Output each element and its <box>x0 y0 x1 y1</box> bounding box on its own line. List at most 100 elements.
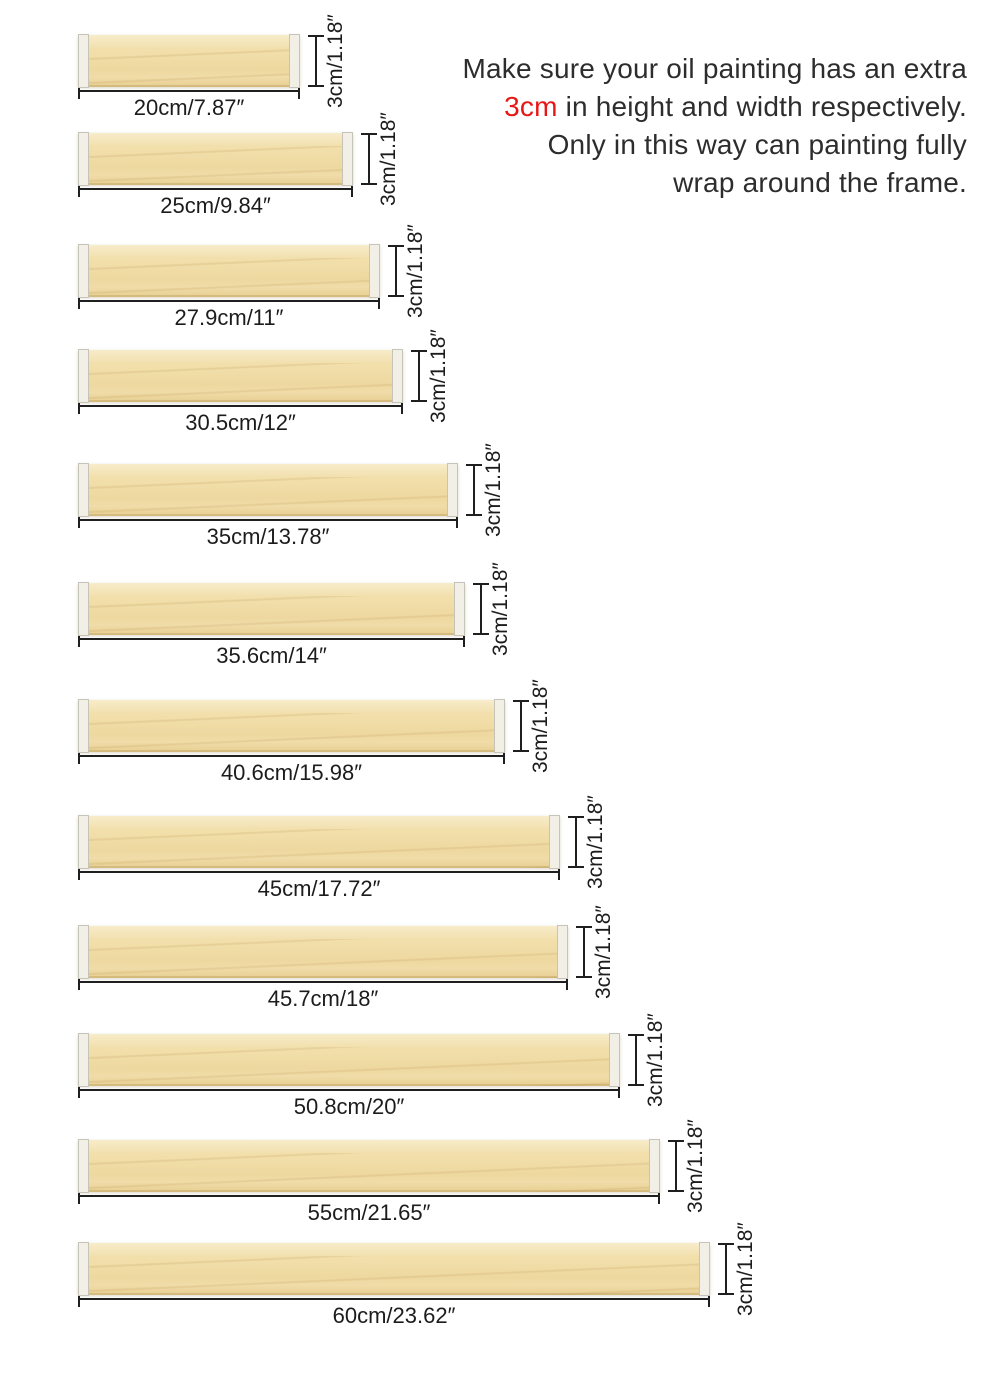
height-dimension-line <box>568 816 584 868</box>
dimension-tick-right <box>566 974 568 990</box>
wood-face <box>78 926 568 978</box>
stretcher-bar-row: 35.6cm/14″ 3cm/1.18″ <box>0 562 1001 695</box>
height-dimension-line <box>513 700 529 752</box>
stretcher-bar-row: 50.8cm/20″ 3cm/1.18″ <box>0 1013 1001 1146</box>
corner-wedge-left <box>78 34 89 88</box>
height-dimension-label: 3cm/1.18″ <box>684 1119 707 1213</box>
height-dimension-label: 3cm/1.18″ <box>427 329 450 423</box>
wood-face <box>78 1140 660 1192</box>
note-line-2: 3cm in height and width respectively. <box>407 88 967 126</box>
stretcher-bar-row: 60cm/23.62″ 3cm/1.18″ <box>0 1222 1001 1355</box>
stretcher-bar-row: 27.9cm/11″ 3cm/1.18″ <box>0 224 1001 357</box>
dimension-tick-right <box>401 398 403 414</box>
wood-body <box>78 596 465 635</box>
corner-wedge-right <box>609 1033 620 1087</box>
dimension-tick-bottom <box>411 400 427 402</box>
note-line-3: Only in this way can painting fully <box>547 129 967 160</box>
note-highlight-3cm: 3cm <box>504 91 558 122</box>
wood-top-edge <box>78 700 505 713</box>
dimension-tick-right <box>503 748 505 764</box>
dimension-line-horizontal <box>78 981 568 983</box>
width-dimension-line <box>78 181 353 197</box>
wooden-stretcher-bar <box>78 925 568 979</box>
height-dimension-label: 3cm/1.18″ <box>644 1013 667 1107</box>
width-dimension-label: 20cm/7.87″ <box>133 95 245 120</box>
width-dimension-label: 35.6cm/14″ <box>216 643 327 668</box>
dimension-line-horizontal <box>78 519 458 521</box>
dimension-line-vertical <box>368 133 370 185</box>
wood-face <box>78 245 380 297</box>
corner-wedge-right <box>557 925 568 979</box>
width-dimension-label: 45.7cm/18″ <box>267 986 379 1011</box>
dimension-tick-right <box>558 864 560 880</box>
stretcher-bar-row: 25cm/9.84″ 3cm/1.18″ <box>0 112 1001 245</box>
dimension-tick-bottom <box>308 85 324 87</box>
dimension-tick-right <box>378 293 380 309</box>
note-line-4: wrap around the frame. <box>673 167 967 198</box>
stretcher-bar-row: 45cm/17.72″ 3cm/1.18″ <box>0 795 1001 928</box>
note-line-2-rest: in height and width respectively. <box>557 91 967 122</box>
wood-face <box>78 1034 620 1086</box>
height-dimension-label: 3cm/1.18″ <box>324 14 347 108</box>
wooden-stretcher-bar <box>78 244 380 298</box>
corner-wedge-right <box>369 244 380 298</box>
dimension-tick-bottom <box>628 1084 644 1086</box>
height-dimension-line <box>718 1243 734 1295</box>
width-dimension-line <box>78 1188 660 1204</box>
height-dimension-line <box>361 133 377 185</box>
wood-top-edge <box>78 1243 710 1256</box>
corner-wedge-right <box>494 699 505 753</box>
dimension-tick-bottom <box>568 866 584 868</box>
dimension-line-vertical <box>583 926 585 978</box>
dimension-tick-right <box>618 1082 620 1098</box>
wood-body <box>78 939 568 978</box>
width-dimension-label: 27.9cm/11″ <box>174 305 284 330</box>
wood-body <box>78 477 458 516</box>
dimension-line-horizontal <box>78 871 560 873</box>
dimension-line-vertical <box>480 583 482 635</box>
note-line-1: Make sure your oil painting has an extra <box>462 53 967 84</box>
height-dimension-line <box>628 1034 644 1086</box>
corner-wedge-right <box>454 582 465 636</box>
height-dimension-label: 3cm/1.18″ <box>377 112 400 206</box>
corner-wedge-right <box>342 132 353 186</box>
corner-wedge-left <box>78 582 89 636</box>
wood-body <box>78 1047 620 1086</box>
dimension-line-horizontal <box>78 755 505 757</box>
width-dimension-line <box>78 974 568 990</box>
wood-body <box>78 713 505 752</box>
width-dimension-line <box>78 631 465 647</box>
dimension-line-horizontal <box>78 300 380 302</box>
stretcher-bar-row: 20cm/7.87″ 3cm/1.18″ <box>0 14 1001 147</box>
height-dimension-line <box>668 1140 684 1192</box>
wood-face <box>78 133 353 185</box>
width-dimension-label: 40.6cm/15.98″ <box>220 760 363 785</box>
dimension-tick-bottom <box>361 183 377 185</box>
height-dimension-line <box>388 245 404 297</box>
wood-face <box>78 35 300 87</box>
dimension-line-vertical <box>635 1034 637 1086</box>
wooden-stretcher-bar <box>78 815 560 869</box>
height-dimension-label: 3cm/1.18″ <box>529 679 552 773</box>
corner-wedge-right <box>392 349 403 403</box>
corner-wedge-right <box>549 815 560 869</box>
stretcher-bar-row: 35cm/13.78″ 3cm/1.18″ <box>0 443 1001 576</box>
height-dimension-line <box>308 35 324 87</box>
dimension-line-horizontal <box>78 90 300 92</box>
corner-wedge-right <box>447 463 458 517</box>
wood-face <box>78 1243 710 1295</box>
dimension-line-vertical <box>418 350 420 402</box>
dimension-line-vertical <box>725 1243 727 1295</box>
wood-body <box>78 1256 710 1295</box>
stretcher-bar-row: 55cm/21.65″ 3cm/1.18″ <box>0 1119 1001 1252</box>
dimension-line-vertical <box>520 700 522 752</box>
dimension-line-horizontal <box>78 1089 620 1091</box>
stretcher-bar-row: 30.5cm/12″ 3cm/1.18″ <box>0 329 1001 462</box>
dimension-tick-right <box>708 1291 710 1307</box>
width-dimension-label: 30.5cm/12″ <box>185 410 296 435</box>
wooden-stretcher-bar <box>78 699 505 753</box>
dimension-tick-bottom <box>576 976 592 978</box>
height-dimension-line <box>411 350 427 402</box>
wood-body <box>78 1153 660 1192</box>
